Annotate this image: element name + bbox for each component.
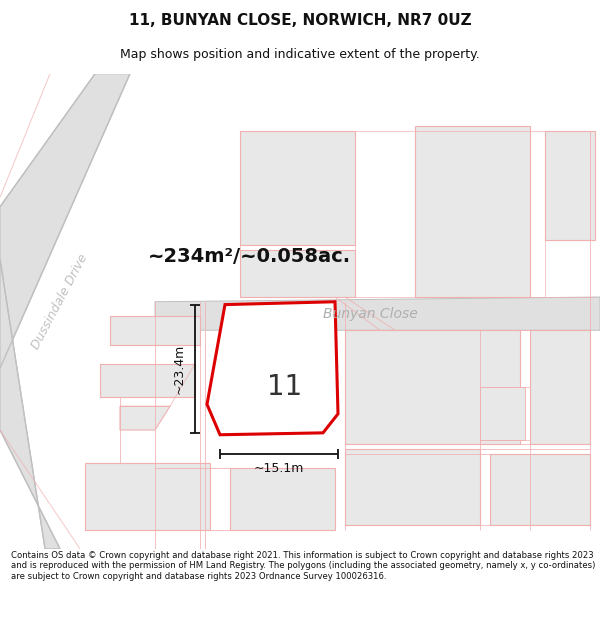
Text: 11: 11 <box>267 372 302 401</box>
Polygon shape <box>0 259 60 549</box>
Text: ~15.1m: ~15.1m <box>254 461 304 474</box>
Polygon shape <box>480 388 525 439</box>
Polygon shape <box>240 131 355 245</box>
Text: ~234m²/~0.058ac.: ~234m²/~0.058ac. <box>148 247 351 266</box>
Text: Dussindale Drive: Dussindale Drive <box>29 252 91 352</box>
Polygon shape <box>490 454 590 525</box>
Text: ~23.4m: ~23.4m <box>173 344 185 394</box>
Polygon shape <box>530 330 590 444</box>
Polygon shape <box>345 449 480 525</box>
Polygon shape <box>240 249 355 297</box>
Polygon shape <box>85 463 210 530</box>
Polygon shape <box>207 302 338 435</box>
Text: Map shows position and indicative extent of the property.: Map shows position and indicative extent… <box>120 48 480 61</box>
Polygon shape <box>0 74 130 368</box>
Text: Contains OS data © Crown copyright and database right 2021. This information is : Contains OS data © Crown copyright and d… <box>11 551 595 581</box>
Text: Bunyan Close: Bunyan Close <box>323 307 418 321</box>
Polygon shape <box>545 131 595 240</box>
Polygon shape <box>345 330 520 444</box>
Text: 11, BUNYAN CLOSE, NORWICH, NR7 0UZ: 11, BUNYAN CLOSE, NORWICH, NR7 0UZ <box>128 13 472 28</box>
Polygon shape <box>415 126 530 297</box>
Polygon shape <box>100 364 195 397</box>
Polygon shape <box>155 297 600 330</box>
Polygon shape <box>230 468 335 530</box>
Polygon shape <box>110 316 200 344</box>
Polygon shape <box>120 406 170 430</box>
